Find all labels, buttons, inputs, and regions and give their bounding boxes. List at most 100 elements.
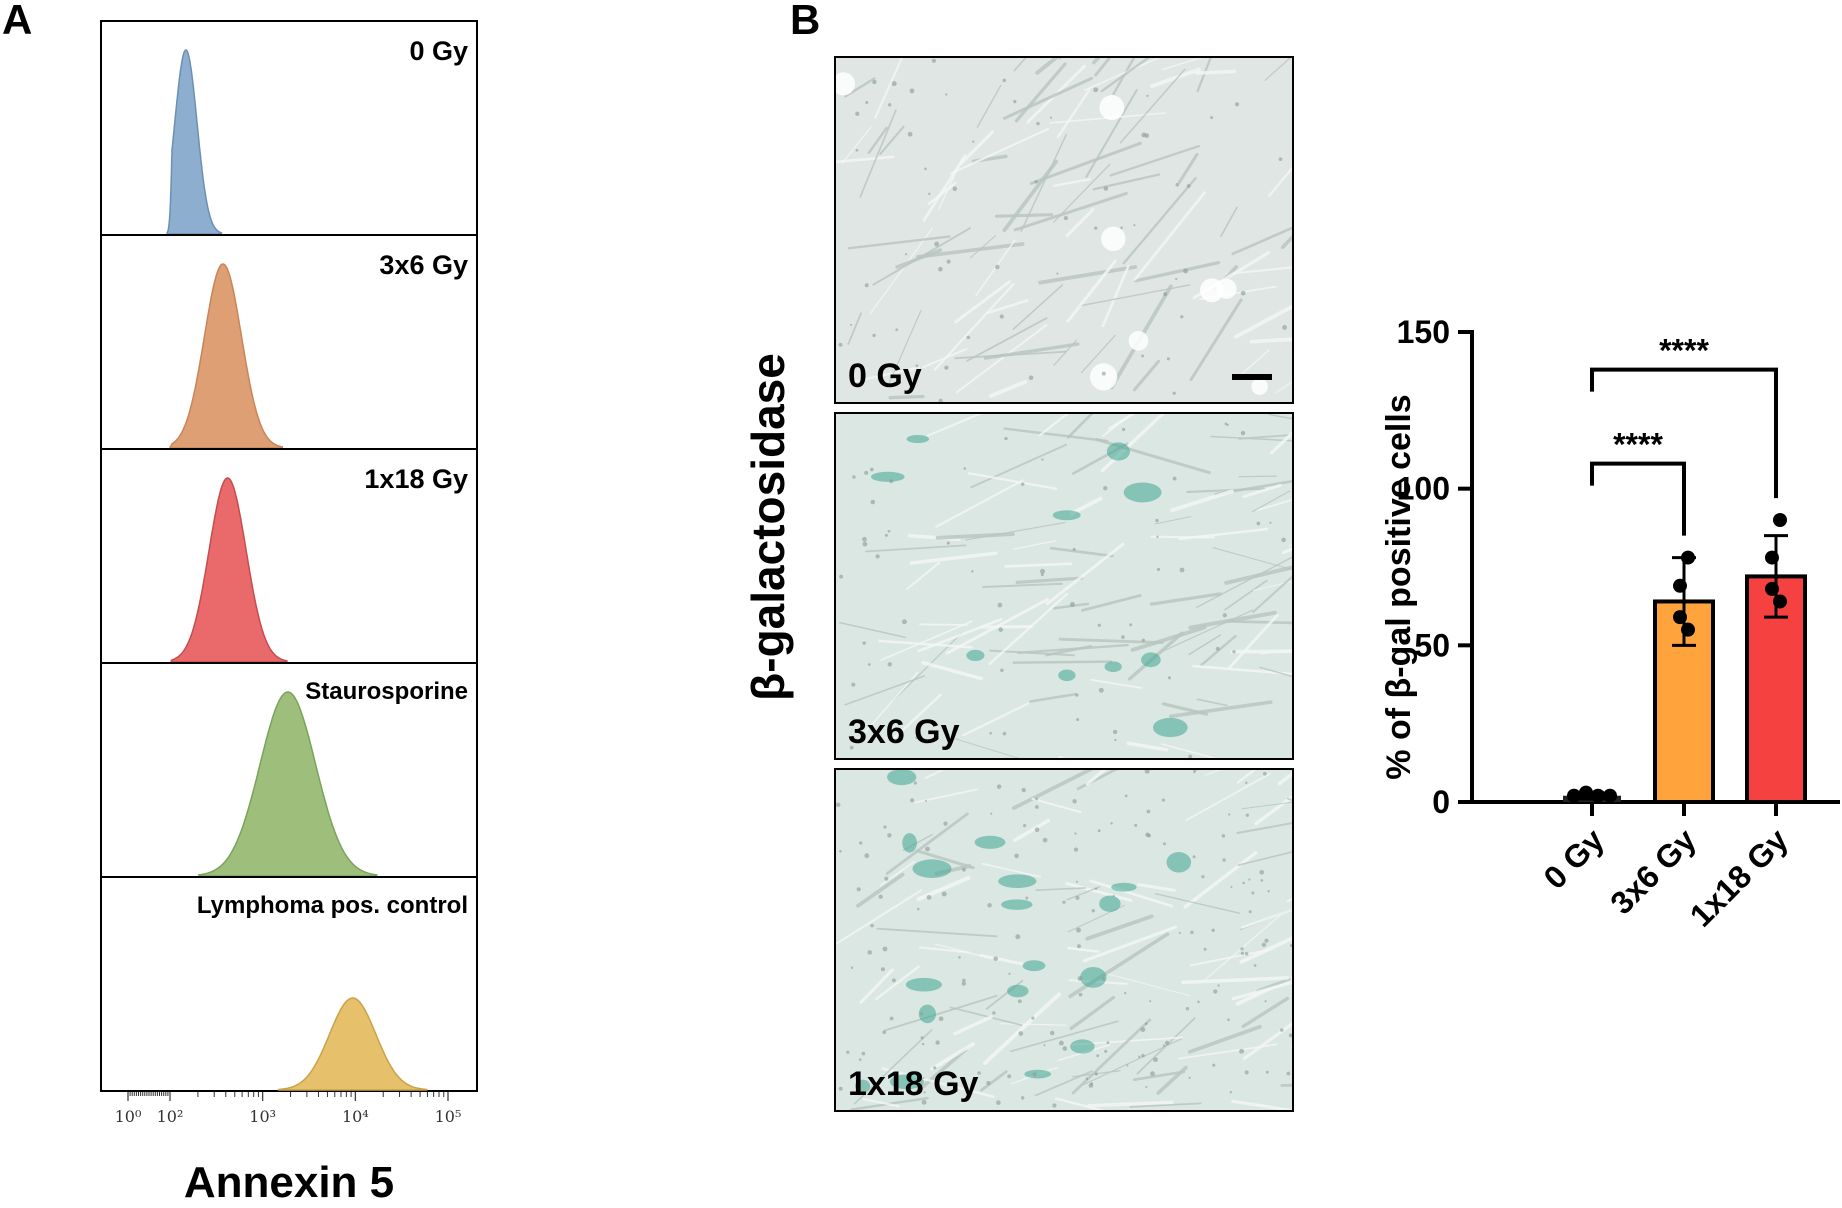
debris-dot bbox=[1227, 1018, 1230, 1021]
debris-dot bbox=[1125, 794, 1128, 797]
significance-label: **** bbox=[1659, 333, 1709, 369]
debris-dot bbox=[859, 1058, 862, 1061]
x-tick-label: 10² bbox=[157, 1107, 184, 1126]
debris-dot bbox=[839, 343, 843, 347]
debris-dot bbox=[885, 534, 888, 537]
debris-dot bbox=[964, 467, 967, 470]
debris-dot bbox=[1050, 117, 1052, 119]
debris-dot bbox=[908, 132, 913, 137]
microscopy-image: 3x6 Gy bbox=[834, 412, 1294, 760]
debris-dot bbox=[1089, 1083, 1094, 1088]
cell-fiber bbox=[997, 215, 1052, 217]
debris-dot bbox=[1201, 875, 1204, 878]
debris-dot bbox=[1245, 782, 1247, 784]
histogram-plot bbox=[102, 664, 480, 878]
debris-dot bbox=[971, 570, 973, 572]
debris-dot bbox=[888, 530, 891, 533]
debris-dot bbox=[1077, 944, 1081, 948]
debris-dot bbox=[1099, 688, 1104, 693]
bright-spot bbox=[1200, 278, 1224, 302]
debris-dot bbox=[1040, 569, 1045, 574]
debris-dot bbox=[1245, 952, 1248, 955]
debris-dot bbox=[1239, 1049, 1244, 1054]
debris-dot bbox=[846, 1051, 849, 1054]
debris-dot bbox=[870, 468, 874, 472]
debris-dot bbox=[1163, 1044, 1165, 1046]
debris-dot bbox=[1124, 992, 1126, 994]
debris-dot bbox=[962, 868, 966, 872]
debris-dot bbox=[1249, 910, 1252, 913]
histogram-plot bbox=[102, 236, 480, 450]
debris-dot bbox=[888, 103, 891, 106]
debris-dot bbox=[1287, 1072, 1291, 1076]
debris-dot bbox=[943, 822, 947, 826]
data-point bbox=[1773, 513, 1787, 527]
debris-dot bbox=[1204, 948, 1207, 951]
x-tick-label: 10³ bbox=[249, 1107, 276, 1126]
debris-dot bbox=[1168, 676, 1171, 679]
debris-dot bbox=[864, 853, 869, 858]
debris-dot bbox=[1018, 1031, 1023, 1036]
microscopy-image: 0 Gy bbox=[834, 56, 1294, 404]
histogram-plot bbox=[102, 22, 480, 236]
debris-dot bbox=[881, 967, 885, 971]
debris-dot bbox=[892, 978, 896, 982]
debris-dot bbox=[998, 603, 1003, 608]
debris-dot bbox=[1023, 824, 1026, 827]
debris-dot bbox=[1189, 1077, 1191, 1079]
cell-fiber bbox=[920, 624, 967, 625]
beta-gal-stain bbox=[1111, 883, 1136, 892]
debris-dot bbox=[1113, 730, 1117, 734]
debris-dot bbox=[862, 1052, 866, 1056]
debris-dot bbox=[1074, 847, 1078, 851]
debris-dot bbox=[917, 908, 920, 911]
debris-dot bbox=[851, 967, 853, 969]
debris-dot bbox=[1262, 943, 1266, 947]
scale-bar bbox=[1232, 374, 1272, 380]
beta-gal-stain bbox=[966, 650, 984, 661]
debris-dot bbox=[1280, 1028, 1283, 1031]
debris-dot bbox=[920, 1012, 923, 1015]
debris-dot bbox=[995, 265, 999, 269]
y-tick-label: 0 bbox=[1432, 784, 1450, 820]
debris-dot bbox=[895, 328, 898, 331]
debris-dot bbox=[868, 663, 871, 666]
debris-dot bbox=[1179, 932, 1181, 934]
stain-label: β-galactosidase bbox=[741, 317, 795, 737]
debris-dot bbox=[884, 877, 888, 881]
debris-dot bbox=[989, 732, 992, 735]
histogram-plot bbox=[102, 878, 480, 1092]
debris-dot bbox=[1095, 1072, 1098, 1075]
debris-dot bbox=[1102, 977, 1105, 980]
beta-gal-stain bbox=[1070, 1039, 1095, 1053]
image-label: 1x18 Gy bbox=[848, 1065, 978, 1104]
data-point bbox=[1681, 623, 1695, 637]
histogram-panel: 0 Gy bbox=[100, 20, 478, 236]
debris-dot bbox=[1070, 602, 1075, 607]
debris-dot bbox=[1141, 132, 1146, 137]
debris-dot bbox=[1031, 1016, 1034, 1019]
beta-gal-stain bbox=[871, 472, 905, 482]
debris-dot bbox=[1180, 568, 1185, 573]
debris-dot bbox=[1015, 934, 1020, 939]
debris-dot bbox=[1259, 870, 1264, 875]
debris-dot bbox=[1138, 1056, 1140, 1058]
debris-dot bbox=[938, 267, 943, 272]
debris-dot bbox=[1076, 928, 1081, 933]
debris-dot bbox=[1000, 314, 1004, 318]
debris-dot bbox=[1269, 522, 1271, 524]
beta-gal-stain bbox=[1105, 661, 1122, 672]
histogram-panel: 1x18 Gy bbox=[100, 448, 478, 664]
debris-dot bbox=[1142, 639, 1145, 642]
x-tick-label: 10⁰ bbox=[115, 1107, 142, 1126]
beta-gal-stain bbox=[1007, 985, 1028, 998]
debris-dot bbox=[1150, 1071, 1155, 1076]
debris-dot bbox=[928, 193, 930, 195]
debris-dot bbox=[1122, 428, 1125, 431]
debris-dot bbox=[925, 800, 927, 802]
data-point bbox=[1579, 786, 1593, 800]
debris-dot bbox=[1197, 1001, 1200, 1004]
debris-dot bbox=[1241, 952, 1244, 955]
debris-dot bbox=[865, 283, 869, 287]
